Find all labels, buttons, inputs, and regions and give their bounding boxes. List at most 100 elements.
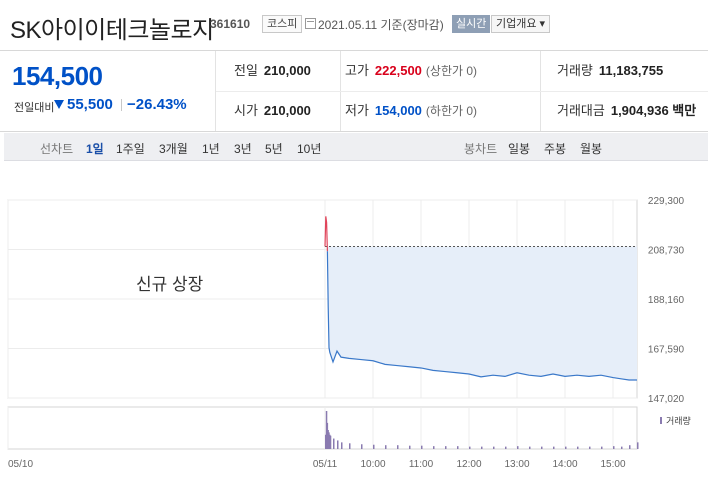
prev-close-value: 210,000 bbox=[263, 63, 311, 78]
volume-bar bbox=[445, 446, 447, 449]
company-info-dropdown[interactable]: 기업개요 ▾ bbox=[491, 15, 551, 33]
calendar-icon bbox=[305, 18, 316, 29]
volume-bar bbox=[325, 411, 328, 449]
volume-legend: 거래량 bbox=[666, 415, 691, 426]
divider bbox=[121, 99, 122, 111]
volume-value: 11,183,755 bbox=[598, 63, 664, 78]
volume-bar bbox=[553, 446, 555, 449]
current-price: 154,500 bbox=[12, 61, 103, 91]
x-tick-label: 11:00 bbox=[409, 459, 434, 470]
volume-bar bbox=[505, 446, 507, 449]
tab-weekly-candle[interactable]: 주봉 bbox=[544, 142, 567, 156]
low-cell: 저가 154,000 (하한가 0) bbox=[345, 91, 477, 131]
volume-bar bbox=[361, 444, 363, 449]
x-tick-label: 05/10 bbox=[8, 459, 33, 470]
y-tick-label: 229,300 bbox=[648, 196, 685, 207]
tab-1year[interactable]: 1년 bbox=[202, 142, 220, 156]
prev-close-label: 전일 bbox=[234, 63, 258, 78]
change-label: 전일대비 bbox=[14, 102, 55, 114]
tab-3years[interactable]: 3년 bbox=[234, 142, 252, 156]
volume-bar bbox=[613, 446, 615, 449]
volume-legend-marker bbox=[660, 417, 662, 424]
volume-bar bbox=[326, 422, 329, 449]
price-line-down bbox=[326, 251, 637, 381]
volume-cell: 거래량 11,183,755 bbox=[557, 51, 663, 91]
divider bbox=[216, 91, 708, 92]
candle-chart-label: 봉차트 bbox=[464, 142, 498, 156]
low-value: 154,000 bbox=[374, 103, 422, 118]
volume-bar bbox=[349, 443, 351, 449]
stock-header: SK아이이테크놀로지 361610 코스피 2021.05.11 기준(장마감)… bbox=[0, 0, 708, 50]
market-badge: 코스피 bbox=[262, 15, 303, 33]
volume-bar bbox=[327, 430, 329, 449]
volume-bar bbox=[601, 446, 603, 449]
volume-bar bbox=[409, 445, 411, 449]
tab-10years[interactable]: 10년 bbox=[297, 142, 322, 156]
volume-bar bbox=[565, 446, 567, 449]
price-line-up bbox=[324, 216, 328, 252]
price-chart[interactable]: 229,300 208,730 188,160 167,590 147,020 05/1… bbox=[0, 185, 708, 484]
volume-bar bbox=[493, 446, 495, 449]
base-date: 2021.05.11 기준(장마감) bbox=[318, 18, 444, 32]
open-label: 시가 bbox=[234, 103, 258, 118]
volume-bar bbox=[529, 446, 531, 449]
price-summary: 154,500 전일대비 55,500 −26.43% 전일 210,000 고가… bbox=[0, 50, 708, 132]
volume-bar bbox=[329, 435, 332, 449]
low-note: (하한가 0) bbox=[425, 104, 478, 118]
volume-bar bbox=[589, 446, 591, 449]
high-label: 고가 bbox=[345, 63, 369, 78]
new-listing-annotation: 신규 상장 bbox=[136, 275, 204, 294]
tab-5years[interactable]: 5년 bbox=[265, 142, 283, 156]
x-tick-label: 15:00 bbox=[600, 459, 625, 470]
volume-bar bbox=[457, 446, 459, 449]
volume-bar bbox=[337, 440, 339, 449]
tab-3months[interactable]: 3개월 bbox=[159, 142, 188, 156]
volume-bars bbox=[325, 411, 639, 449]
volume-bar bbox=[577, 446, 579, 449]
amount-cell: 거래대금 1,904,936 백만 bbox=[557, 91, 696, 131]
tab-monthly-candle[interactable]: 월봉 bbox=[580, 142, 603, 156]
stock-name[interactable]: SK아이이테크놀로지 bbox=[10, 17, 214, 44]
tab-1day[interactable]: 1일 bbox=[86, 142, 104, 156]
x-axis-ticks: 05/10 05/11 10:00 11:00 12:00 13:00 14:00 15:00 bbox=[8, 459, 626, 470]
volume-bar bbox=[481, 446, 483, 449]
volume-bar bbox=[373, 444, 375, 449]
volume-bar bbox=[421, 445, 423, 449]
line-chart-label: 선차트 bbox=[40, 142, 74, 156]
y-tick-label: 208,730 bbox=[648, 246, 685, 257]
volume-bar bbox=[385, 445, 387, 449]
amount-value: 1,904,936 백만 bbox=[610, 103, 697, 118]
prev-close-cell: 전일 210,000 bbox=[234, 51, 311, 91]
x-tick-label: 10:00 bbox=[360, 459, 385, 470]
low-label: 저가 bbox=[345, 103, 369, 118]
price-area-fill bbox=[327, 246, 637, 380]
volume-bar bbox=[341, 442, 343, 449]
tab-1week[interactable]: 1주일 bbox=[116, 142, 145, 156]
realtime-button[interactable]: 실시간 bbox=[452, 15, 491, 33]
volume-bar bbox=[328, 432, 330, 449]
volume-bar bbox=[433, 446, 435, 449]
volume-bar bbox=[329, 434, 331, 449]
stock-code: 361610 bbox=[210, 17, 251, 31]
x-tick-label: 05/11 bbox=[313, 459, 338, 470]
volume-bar bbox=[469, 446, 471, 449]
volume-label: 거래량 bbox=[557, 63, 593, 78]
volume-bar bbox=[397, 445, 399, 449]
volume-bar bbox=[333, 438, 335, 449]
high-value: 222,500 bbox=[374, 63, 422, 78]
change-percent: −26.43% bbox=[127, 96, 187, 113]
price-chart-svg: 229,300 208,730 188,160 167,590 147,020 05/1… bbox=[7, 196, 691, 470]
volume-bar bbox=[637, 442, 639, 449]
volume-border bbox=[7, 406, 638, 450]
tab-daily-candle[interactable]: 일봉 bbox=[508, 142, 531, 156]
change-value: 55,500 bbox=[67, 96, 113, 113]
volume-bar bbox=[621, 446, 623, 449]
x-tick-label: 13:00 bbox=[504, 459, 529, 470]
y-tick-label: 188,160 bbox=[648, 295, 685, 306]
open-value: 210,000 bbox=[263, 103, 311, 118]
volume-bar bbox=[325, 434, 327, 449]
x-tick-label: 12:00 bbox=[456, 459, 481, 470]
y-tick-label: 147,020 bbox=[648, 394, 685, 405]
amount-label: 거래대금 bbox=[557, 103, 605, 118]
